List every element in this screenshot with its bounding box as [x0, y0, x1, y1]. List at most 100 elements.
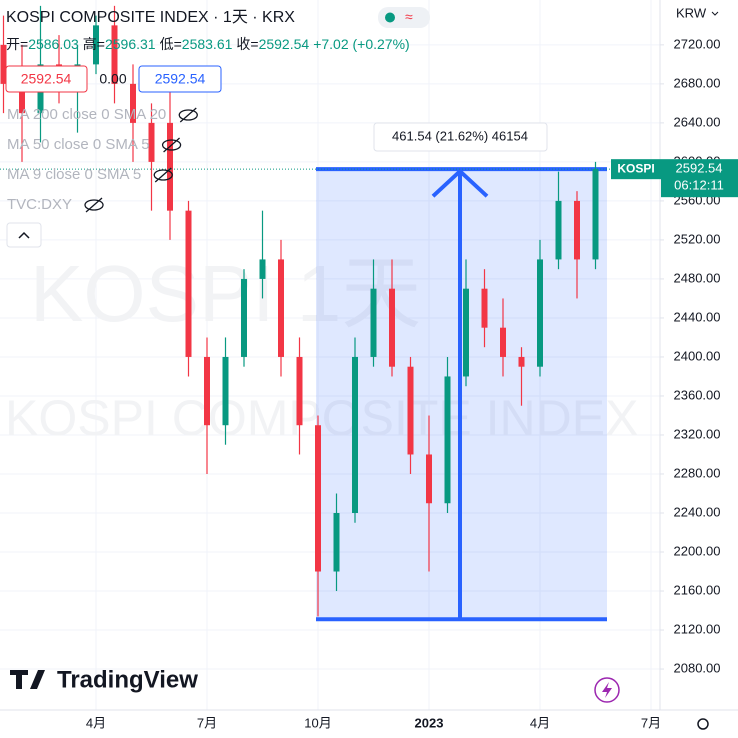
- price-tag-value: 2592.54: [676, 161, 723, 176]
- candle-body: [204, 356, 210, 426]
- axes: 2080.00 2120.00 2160.00 2200.00 2240.00 2280.…: [0, 36, 738, 730]
- candle-body: [333, 512, 340, 572]
- indicator-legend: MA 200 close 0 SMA 20 MA 50 close 0 SMA 5…: [7, 106, 198, 213]
- ohlc-label: 低=: [160, 36, 182, 52]
- candle-body: [167, 122, 173, 211]
- alert-icon: [602, 682, 612, 698]
- candle-body: [222, 356, 229, 426]
- buy-box[interactable]: [138, 65, 222, 93]
- candle-body: [592, 169, 599, 260]
- candle-body: [518, 356, 525, 367]
- symbol-tag-name: KOSPI: [617, 161, 654, 175]
- visibility-icon[interactable]: [84, 199, 104, 211]
- ohlc-label: 开=: [6, 36, 28, 52]
- sell-price: 2592.54: [21, 71, 72, 87]
- candle-body: [555, 200, 562, 260]
- visibility-icon[interactable]: [161, 139, 182, 151]
- price-tag-countdown: 06:12:11: [674, 178, 724, 193]
- x-tick-label: 7月: [197, 715, 217, 730]
- visibility-slash: [154, 167, 172, 183]
- collapse-button[interactable]: [6, 222, 42, 248]
- brand-logo: [10, 670, 45, 689]
- ohlc-value: 2583.61: [182, 36, 233, 52]
- candle-body: [278, 259, 284, 357]
- y-tick-label: 2400.00: [674, 348, 721, 363]
- candle-body: [370, 288, 377, 357]
- brand: TradingView: [57, 666, 198, 693]
- candle-body: [241, 278, 247, 357]
- y-tick-label: 2480.00: [674, 270, 721, 285]
- x-tick-label: 2023: [415, 715, 444, 730]
- candles: [0, 5, 599, 617]
- visibility-slash: [179, 107, 197, 123]
- x-tick-label: 10月: [304, 715, 331, 730]
- candle-body: [500, 327, 506, 357]
- candle-body: [574, 200, 580, 260]
- x-tick-label: 4月: [530, 715, 550, 730]
- y-tick-label: 2280.00: [674, 465, 721, 480]
- visibility-icon[interactable]: [153, 169, 173, 181]
- visibility-icon[interactable]: [178, 109, 198, 121]
- y-tick-label: 2320.00: [674, 426, 721, 441]
- sell-box[interactable]: [5, 65, 88, 93]
- settings-button[interactable]: [697, 718, 709, 730]
- visibility-slash: [163, 137, 181, 153]
- candle-body: [352, 356, 358, 513]
- y-tick-label: 2720.00: [674, 36, 721, 51]
- ohlc-value: 2596.31: [105, 36, 156, 52]
- candle-body: [444, 376, 451, 504]
- watermark: KOSPI COMPOSITE INDEX: [5, 390, 638, 446]
- visibility-slash: [85, 197, 103, 213]
- y-tick-label: 2160.00: [674, 582, 721, 597]
- indicator-label[interactable]: MA 50 close 0 SMA 5: [7, 136, 150, 153]
- spread: 0.00: [99, 71, 126, 87]
- y-tick-label: 2360.00: [674, 387, 721, 402]
- y-tick-label: 2520.00: [674, 231, 721, 246]
- collapse-icon: [18, 231, 30, 239]
- ohlc-label: 高=: [83, 36, 105, 52]
- status-icon: ≈: [405, 9, 413, 25]
- candle-body: [259, 259, 266, 279]
- candle-body: [0, 44, 7, 84]
- candle-body: [315, 425, 321, 572]
- measure-label-box: [373, 122, 548, 152]
- candle-body: [537, 259, 543, 367]
- measure-tool: 461.54 (21.62%) 46154: [316, 122, 607, 622]
- ohlc-value: 2592.54: [259, 36, 310, 52]
- currency-caret: [711, 11, 719, 16]
- candle-body: [389, 288, 395, 367]
- ohlc-change: +7.02 (+0.27%): [313, 36, 410, 52]
- ohlc-label: 收=: [236, 36, 258, 52]
- indicator-label[interactable]: MA 200 close 0 SMA 20: [7, 106, 166, 123]
- candle-body: [148, 122, 155, 162]
- price-tag-box: [661, 159, 738, 198]
- y-tick-label: 2680.00: [674, 75, 721, 90]
- y-tick-label: 2200.00: [674, 543, 721, 558]
- ohlc-header: 开=2586.03 高=2596.31 低=2583.61 收=2592.54 +7.0…: [6, 36, 410, 52]
- candle-body: [19, 83, 25, 114]
- y-tick-label: 2080.00: [674, 660, 721, 675]
- measure-label: 461.54 (21.62%) 46154: [392, 128, 528, 143]
- indicator-label[interactable]: MA 9 close 0 SMA 5: [7, 166, 141, 183]
- measure-arrowhead: [431, 168, 489, 198]
- x-tick-label: 7月: [641, 715, 661, 730]
- candle-body: [481, 288, 488, 328]
- market-open-dot: [385, 12, 395, 23]
- ohlc-value: 2586.03: [28, 36, 79, 52]
- symbol-tag-box: [611, 159, 661, 180]
- status-pill[interactable]: [378, 7, 430, 28]
- y-tick-label: 2120.00: [674, 621, 721, 636]
- candle-body: [296, 356, 303, 426]
- watermark: KOSPI 1天: [30, 249, 421, 338]
- x-tick-label: 4月: [86, 715, 106, 730]
- chart-title: KOSPI COMPOSITE INDEX · 1天 · KRX: [6, 9, 295, 26]
- candle-body: [407, 366, 414, 455]
- candle-body: [185, 210, 192, 357]
- indicator-label[interactable]: TVC:DXY: [7, 196, 72, 213]
- candle-body: [130, 83, 136, 123]
- candle-body: [93, 25, 99, 65]
- candle-body: [463, 288, 469, 377]
- currency[interactable]: KRW: [676, 5, 707, 20]
- candle-body: [426, 454, 432, 504]
